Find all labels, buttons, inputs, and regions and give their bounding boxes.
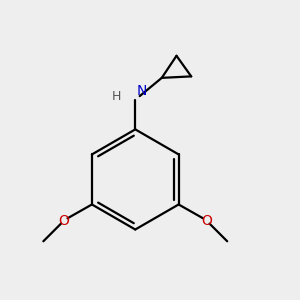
Text: O: O [201, 214, 212, 228]
Text: N: N [137, 85, 147, 98]
Text: H: H [112, 91, 121, 103]
Text: O: O [58, 214, 69, 228]
